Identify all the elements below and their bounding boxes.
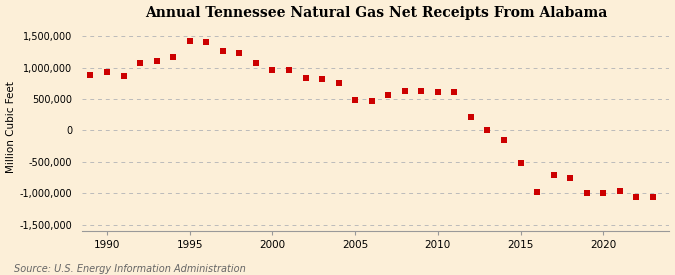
Text: Source: U.S. Energy Information Administration: Source: U.S. Energy Information Administ…	[14, 264, 245, 274]
Title: Annual Tennessee Natural Gas Net Receipts From Alabama: Annual Tennessee Natural Gas Net Receipt…	[144, 6, 607, 20]
Y-axis label: Million Cubic Feet: Million Cubic Feet	[5, 81, 16, 173]
